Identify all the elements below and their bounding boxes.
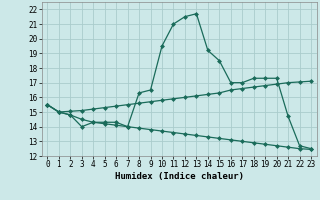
X-axis label: Humidex (Indice chaleur): Humidex (Indice chaleur) [115,172,244,181]
